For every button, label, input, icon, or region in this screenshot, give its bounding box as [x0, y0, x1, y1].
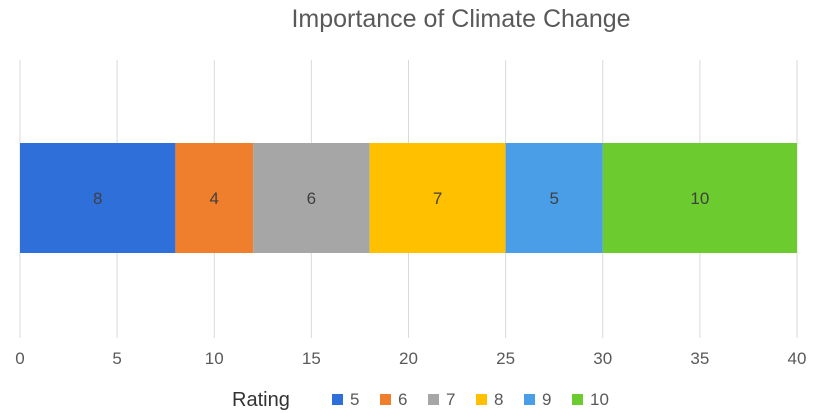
legend-swatch-rating-9 [524, 394, 535, 405]
bar-segments [20, 143, 797, 253]
bar-segment-rating-10 [602, 143, 797, 253]
legend-label-rating-10: 10 [590, 390, 609, 409]
legend-swatch-rating-5 [332, 394, 343, 405]
bar-segment-rating-8 [369, 143, 506, 253]
x-tick-label: 20 [399, 349, 418, 368]
x-tick-label: 5 [112, 349, 121, 368]
segment-labels: 8 4 6 7 5 10 [93, 189, 709, 208]
x-tick-label: 30 [593, 349, 612, 368]
data-label-rating-8: 7 [433, 189, 442, 208]
x-tick-label: 15 [302, 349, 321, 368]
data-label-rating-10: 10 [690, 189, 709, 208]
x-tick-label: 25 [496, 349, 515, 368]
legend-label-rating-9: 9 [542, 390, 551, 409]
x-tick-label: 35 [690, 349, 709, 368]
legend-label-rating-7: 7 [446, 390, 455, 409]
legend-swatch-rating-10 [572, 394, 583, 405]
x-tick-label: 0 [15, 349, 24, 368]
legend-label-rating-8: 8 [494, 390, 503, 409]
x-axis-ticks: 0 5 10 15 20 25 30 35 40 [15, 349, 806, 368]
bar-segment-rating-9 [505, 143, 603, 253]
x-tick-label: 40 [788, 349, 807, 368]
data-label-rating-9: 5 [549, 189, 558, 208]
legend-swatch-rating-6 [380, 394, 391, 405]
legend-swatch-rating-8 [476, 394, 487, 405]
bar-segment-rating-5 [20, 143, 176, 253]
bar-segment-rating-6 [175, 143, 254, 253]
data-label-rating-5: 8 [93, 189, 102, 208]
legend-title: Rating [232, 389, 290, 411]
data-label-rating-6: 4 [210, 189, 219, 208]
legend-swatch-rating-7 [428, 394, 439, 405]
legend-label-rating-6: 6 [398, 390, 407, 409]
chart-title: Importance of Climate Change [291, 5, 630, 33]
bar-segment-rating-7 [253, 143, 370, 253]
data-label-rating-7: 6 [307, 189, 316, 208]
legend: Rating 5 6 7 8 9 10 [232, 389, 609, 411]
x-tick-label: 10 [205, 349, 224, 368]
legend-label-rating-5: 5 [350, 390, 359, 409]
